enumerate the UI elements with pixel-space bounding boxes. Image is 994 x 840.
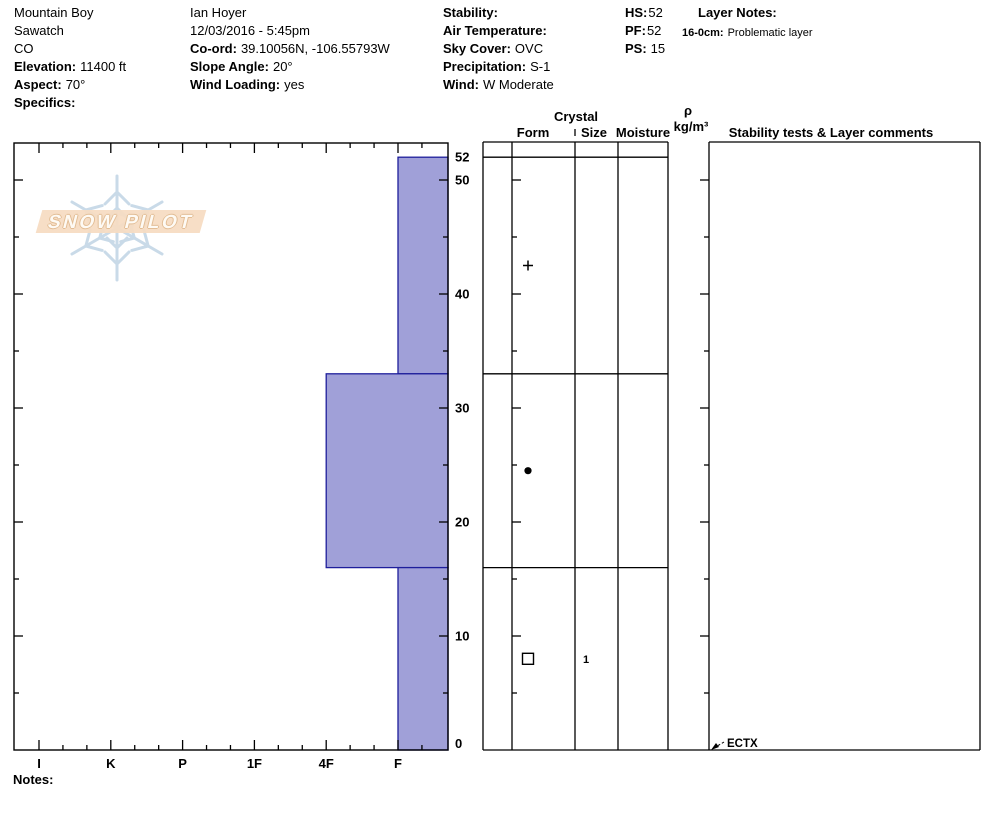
pit-datetime: 12/03/2016 - 5:45pm xyxy=(190,23,310,38)
moisture-column-header: Moisture xyxy=(615,125,671,140)
svg-text:1F: 1F xyxy=(247,756,262,771)
depth-tick-labels: 52 50 40 30 20 10 0 xyxy=(455,150,469,751)
wind-line: Wind: W Moderate xyxy=(443,77,554,92)
svg-text:1: 1 xyxy=(583,654,589,666)
svg-text:50: 50 xyxy=(455,173,469,188)
svg-text:20: 20 xyxy=(455,515,469,530)
stability-test-annotation: ECTX xyxy=(711,738,758,750)
svg-text:ECTX: ECTX xyxy=(727,738,758,750)
wind-loading-line: Wind Loading: yes xyxy=(190,77,305,92)
hs-line: HS:52 xyxy=(625,5,663,20)
arrowhead-icon xyxy=(711,743,719,750)
notes-label: Notes: xyxy=(13,772,54,787)
svg-text:I: I xyxy=(37,756,41,771)
layer-data-table xyxy=(482,129,981,751)
slope-angle-line: Slope Angle: 20° xyxy=(190,59,293,74)
layer-note-item: 16-0cm: Problematic layer xyxy=(682,27,813,39)
hardness-bars xyxy=(325,156,449,751)
hardness-axis-ticks xyxy=(38,143,423,750)
grain-form-symbols: 1 xyxy=(521,260,589,666)
size-column-header: Size xyxy=(580,125,608,140)
air-temperature-line: Air Temperature: xyxy=(443,23,547,38)
stability-line: Stability: xyxy=(443,5,498,20)
comments-column-header: Stability tests & Layer comments xyxy=(728,125,934,140)
depth-axis-ticks xyxy=(14,179,448,694)
svg-text:30: 30 xyxy=(455,401,469,416)
density-column-header: ρ xyxy=(683,103,693,118)
ps-line: PS: 15 xyxy=(625,41,666,56)
form-column-header: Form xyxy=(516,125,550,140)
crystal-column-header: Crystal xyxy=(553,109,599,124)
pit-name: Mountain Boy xyxy=(14,5,94,20)
range-name: Sawatch xyxy=(14,23,64,38)
density-units-header: kg/m³ xyxy=(673,119,709,134)
svg-text:0: 0 xyxy=(455,736,462,751)
elevation-line: Elevation: 11400 ft xyxy=(14,59,127,74)
svg-text:10: 10 xyxy=(455,629,469,644)
svg-text:F: F xyxy=(394,756,402,771)
state-name: CO xyxy=(14,41,34,56)
svg-text:K: K xyxy=(106,756,116,771)
specifics-line: Specifics: xyxy=(14,95,76,110)
svg-text:4F: 4F xyxy=(319,756,334,771)
svg-text:40: 40 xyxy=(455,287,469,302)
precipitation-line: Precipitation: S-1 xyxy=(443,59,551,74)
grain-form-hollow-square xyxy=(521,652,535,665)
pf-line: PF:52 xyxy=(625,23,662,38)
sky-cover-line: Sky Cover: OVC xyxy=(443,41,544,56)
observer-name: Ian Hoyer xyxy=(190,5,247,20)
coordinates-line: Co-ord: 39.10056N, -106.55793W xyxy=(190,41,390,56)
layer-notes-title: Layer Notes: xyxy=(698,5,777,20)
aspect-line: Aspect: 70° xyxy=(14,77,86,92)
svg-text:P: P xyxy=(178,756,187,771)
svg-text:52: 52 xyxy=(455,150,469,165)
grain-form-filled-circle xyxy=(524,467,532,475)
hardness-axis-labels: I K P 1F 4F F xyxy=(37,756,402,771)
